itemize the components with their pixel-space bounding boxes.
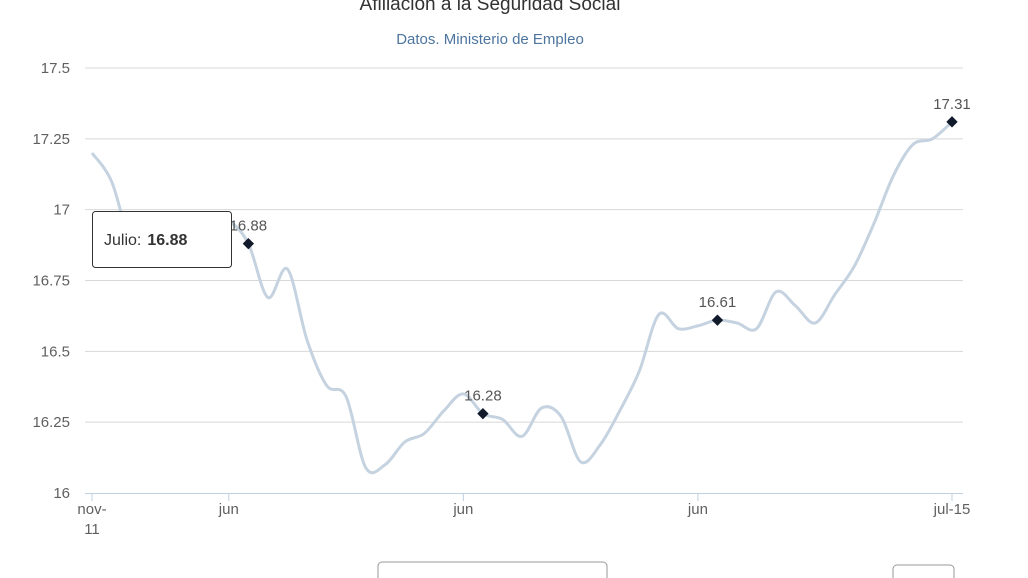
data-label: 17.31 bbox=[933, 96, 971, 113]
x-tick-label: jun bbox=[453, 501, 474, 518]
tooltip-value: 16.88 bbox=[147, 232, 187, 249]
data-label: 16.61 bbox=[699, 294, 737, 311]
plot-area: 16.88 16.28 16.61 17.31 bbox=[90, 96, 971, 475]
chart-title: Afiliación a la Seguridad Social bbox=[360, 0, 621, 15]
tooltip-text: Julio: 16.88 bbox=[104, 232, 188, 249]
y-tick-label: 16.75 bbox=[32, 273, 70, 290]
range-button[interactable] bbox=[377, 561, 608, 578]
point-marker bbox=[711, 314, 724, 326]
tooltip: Julio: 16.88 bbox=[92, 211, 232, 268]
chart-subtitle: Datos. Ministerio de Empleo bbox=[396, 31, 584, 48]
point-marker bbox=[477, 408, 489, 420]
tooltip-box bbox=[92, 211, 232, 268]
data-label: 16.28 bbox=[464, 388, 502, 405]
data-label: 16.88 bbox=[230, 218, 268, 235]
series-line bbox=[90, 120, 954, 475]
y-tick-label: 17 bbox=[53, 202, 70, 219]
tooltip-label: Julio: bbox=[104, 232, 141, 249]
point-marker bbox=[242, 238, 255, 250]
y-tick-label: 16 bbox=[53, 485, 70, 502]
grid: 16 16.25 16.5 16.75 17 17.25 17.5 bbox=[32, 60, 963, 502]
y-tick-label: 17.25 bbox=[32, 131, 70, 148]
x-tick-label: jul-15 bbox=[933, 501, 971, 518]
y-tick-label: 16.5 bbox=[41, 343, 70, 360]
y-tick-label: 17.5 bbox=[41, 60, 70, 77]
x-tick-label: jun bbox=[687, 501, 708, 518]
menu-button[interactable] bbox=[892, 564, 955, 578]
x-tick-label: nov-11 bbox=[77, 501, 107, 538]
x-tick-label: jun bbox=[218, 501, 239, 518]
y-tick-label: 16.25 bbox=[32, 414, 70, 431]
